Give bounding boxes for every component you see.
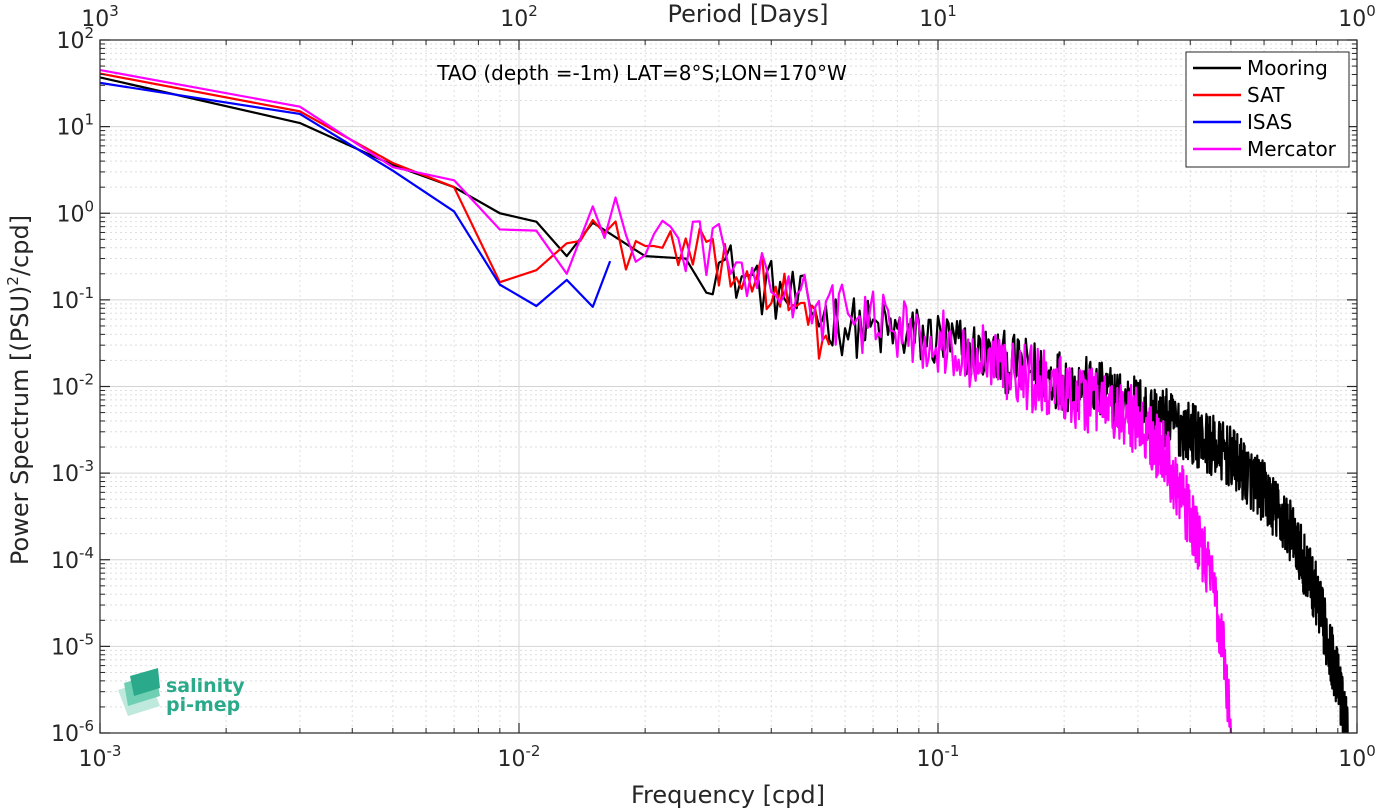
series-line-mercator [100,68,1232,733]
y-tick-label: 10-2 [51,371,94,401]
x-tick-label: 100 [1338,742,1376,772]
y-tick-label-exponent: -1 [79,284,94,302]
top-tick-label-exponent: 0 [1366,2,1376,20]
x-tick-label-exponent: -1 [945,742,960,760]
x-axis-label: Frequency [cpd] [631,781,825,809]
legend-label-sat: SAT [1247,83,1285,107]
y-tick-label: 101 [56,111,94,141]
x-tick-label: 10-3 [79,742,122,772]
legend-label-mooring: Mooring [1247,56,1328,80]
y-tick-label: 10-5 [51,630,94,660]
y-tick-label: 100 [56,197,94,227]
y-tick-label-exponent: -6 [79,717,94,735]
top-tick-labels: 103 102 101 100 [81,2,1376,32]
top-tick-label-base: 10 [1338,7,1366,32]
logo-text-line1: salinity [166,675,245,697]
top-tick-label-base: 10 [500,7,528,32]
y-tick-label: 10-4 [51,544,94,574]
x-tick-label: 10-2 [498,742,541,772]
top-tick-label: 100 [1338,2,1376,32]
y-tick-label-base: 10 [51,635,79,660]
y-tick-label-exponent: 1 [84,111,94,129]
y-axis-label-main: Power Spectrum [(PSU) [6,286,34,565]
top-axis-label: Period [Days] [667,0,828,28]
x-tick-label-exponent: 0 [1366,742,1376,760]
legend: Mooring SAT ISAS Mercator [1185,51,1350,168]
x-tick-label-exponent: -2 [526,742,541,760]
series-line-sat [100,72,831,360]
y-tick-label-exponent: 2 [84,24,94,42]
y-tick-label-base: 10 [51,289,79,314]
top-tick-label-exponent: 3 [109,2,119,20]
series-lines [100,68,1349,733]
y-axis-label-tail: /cpd] [6,215,34,276]
y-tick-label-exponent: 0 [84,197,94,215]
top-tick-label: 103 [81,2,119,32]
x-tick-label: 10-1 [917,742,960,772]
x-tick-label-exponent: -3 [107,742,122,760]
y-tick-label: 10-1 [51,284,94,314]
logo: salinity pi-mep [118,668,245,716]
y-tick-label-exponent: -4 [79,544,94,562]
y-tick-label-base: 10 [51,549,79,574]
top-tick-label: 101 [919,2,957,32]
x-tick-label-base: 10 [917,747,945,772]
legend-items: Mooring SAT ISAS Mercator [1193,56,1337,161]
x-tick-label-base: 10 [79,747,107,772]
x-tick-label-base: 10 [498,747,526,772]
y-tick-label-base: 10 [56,116,84,141]
y-tick-label-base: 10 [51,722,79,747]
chart-title: TAO (depth =-1m) LAT=8°S;LON=170°W [436,61,847,85]
y-tick-label-base: 10 [56,202,84,227]
top-tick-label-base: 10 [81,7,109,32]
legend-label-isas: ISAS [1247,110,1292,134]
y-tick-label: 10-6 [51,717,94,747]
y-tick-label-exponent: -2 [79,371,94,389]
y-tick-label-base: 10 [56,29,84,54]
legend-label-mercator: Mercator [1247,137,1337,161]
y-tick-label: 102 [56,24,94,54]
y-tick-label-exponent: -5 [79,630,94,648]
top-tick-label-exponent: 1 [947,2,957,20]
top-tick-label-exponent: 2 [528,2,538,20]
y-tick-label: 10-3 [51,457,94,487]
series-line-isas [100,81,612,308]
x-tick-labels: 10-3 10-2 10-1 100 [79,742,1376,772]
top-tick-label: 102 [500,2,538,32]
y-axis-label: Power Spectrum [(PSU)2/cpd] [4,215,34,565]
logo-text-line2: pi-mep [166,694,240,716]
tick-marks [99,39,1358,734]
y-tick-label-base: 10 [51,376,79,401]
y-axis-label-sup: 2 [4,276,22,286]
logo-wave-icon [118,668,160,716]
x-tick-label-base: 10 [1338,747,1366,772]
top-tick-label-base: 10 [919,7,947,32]
y-tick-label-exponent: -3 [79,457,94,475]
y-tick-label-base: 10 [51,462,79,487]
